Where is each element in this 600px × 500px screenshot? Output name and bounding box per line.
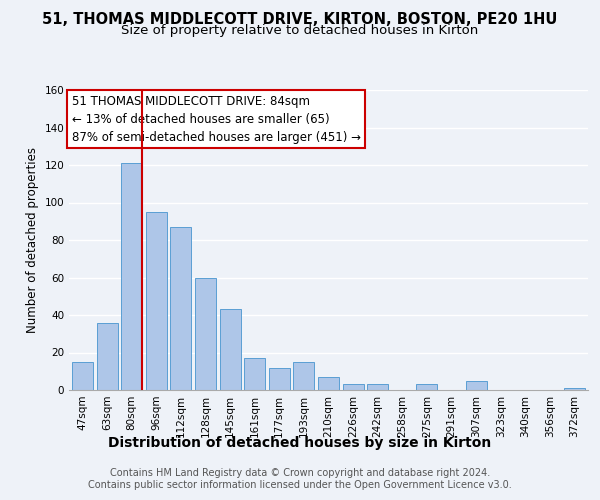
Y-axis label: Number of detached properties: Number of detached properties <box>26 147 39 333</box>
Bar <box>146 212 167 390</box>
Bar <box>269 368 290 390</box>
Bar <box>367 384 388 390</box>
Bar <box>195 278 216 390</box>
Bar <box>343 384 364 390</box>
Bar <box>244 358 265 390</box>
Bar <box>416 384 437 390</box>
Text: Contains HM Land Registry data © Crown copyright and database right 2024.: Contains HM Land Registry data © Crown c… <box>110 468 490 477</box>
Text: 51 THOMAS MIDDLECOTT DRIVE: 84sqm
← 13% of detached houses are smaller (65)
87% : 51 THOMAS MIDDLECOTT DRIVE: 84sqm ← 13% … <box>71 94 361 144</box>
Bar <box>121 163 142 390</box>
Bar <box>564 388 585 390</box>
Bar <box>170 227 191 390</box>
Bar <box>466 380 487 390</box>
Text: Contains public sector information licensed under the Open Government Licence v3: Contains public sector information licen… <box>88 480 512 490</box>
Bar <box>72 362 93 390</box>
Bar <box>97 322 118 390</box>
Text: 51, THOMAS MIDDLECOTT DRIVE, KIRTON, BOSTON, PE20 1HU: 51, THOMAS MIDDLECOTT DRIVE, KIRTON, BOS… <box>43 12 557 28</box>
Text: Size of property relative to detached houses in Kirton: Size of property relative to detached ho… <box>121 24 479 37</box>
Text: Distribution of detached houses by size in Kirton: Distribution of detached houses by size … <box>109 436 491 450</box>
Bar <box>293 362 314 390</box>
Bar <box>318 377 339 390</box>
Bar <box>220 310 241 390</box>
